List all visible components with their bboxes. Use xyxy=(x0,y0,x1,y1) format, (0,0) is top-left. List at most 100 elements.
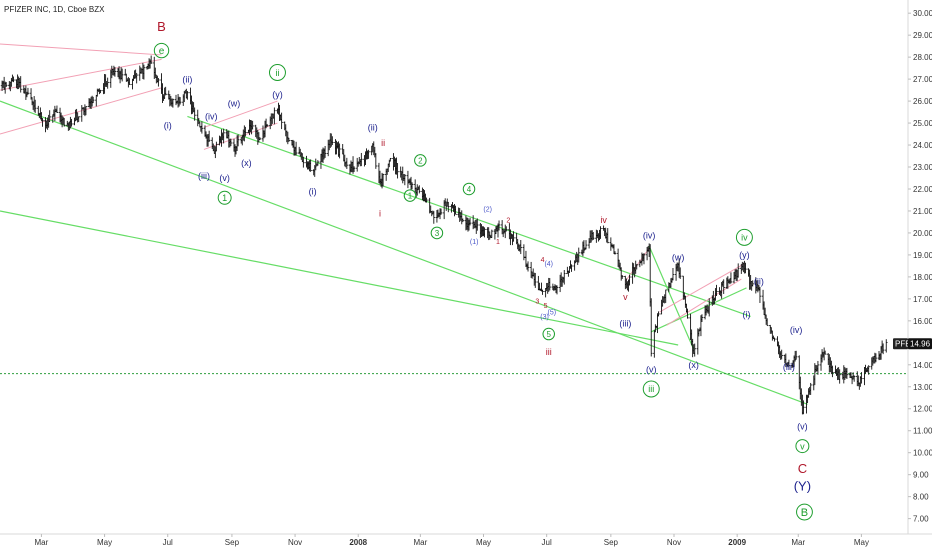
wave-text: (i) xyxy=(309,186,317,196)
y-tick-label: 12.00 xyxy=(913,405,932,414)
ohlc-bar xyxy=(512,231,515,242)
y-tick-label: 26.00 xyxy=(913,97,932,106)
ohlc-bar xyxy=(360,152,363,167)
wave-circle xyxy=(542,327,555,341)
wave-text: 2 xyxy=(418,156,423,165)
ohlc-bar xyxy=(642,253,646,265)
wave-text: e xyxy=(159,46,165,57)
ohlc-bar xyxy=(562,270,566,285)
wave-text: (5) xyxy=(548,310,557,317)
wave-text: (i) xyxy=(164,120,172,130)
ohlc-bar xyxy=(816,360,820,375)
ohlc-bar xyxy=(461,218,465,223)
wave-label: i xyxy=(379,208,381,218)
wave-circle xyxy=(796,503,813,521)
ticker-tag-background xyxy=(893,338,908,350)
x-tick-label: May xyxy=(854,538,869,547)
y-tick-label: 10.00 xyxy=(913,449,932,458)
chart-title: PFIZER INC, 1D, Cboe BZX xyxy=(4,5,105,14)
pink-trendline xyxy=(0,58,162,91)
wave-circle xyxy=(268,64,286,81)
x-tick-label: Sep xyxy=(225,538,240,547)
ohlc-bar xyxy=(447,201,450,213)
x-tick-label: May xyxy=(476,538,491,547)
ohlc-bar xyxy=(178,97,182,105)
ohlc-bar xyxy=(396,163,399,179)
wave-text: (iv) xyxy=(790,325,803,335)
wave-label: (w) xyxy=(672,252,685,262)
pink-trendline xyxy=(666,278,742,326)
wave-text: (Y) xyxy=(794,478,811,493)
ohlc-bar xyxy=(852,375,856,382)
wave-label: (ii) xyxy=(182,74,192,84)
wave-label: (iv) xyxy=(643,230,656,240)
ohlc-bar xyxy=(62,117,66,127)
wave-text: (iv) xyxy=(205,112,218,122)
ohlc-bar xyxy=(475,218,479,231)
ohlc-bar xyxy=(823,350,827,355)
ohlc-bar xyxy=(591,232,595,240)
wave-label: 3 xyxy=(535,299,539,306)
wave-text: (1) xyxy=(470,239,479,246)
ohlc-bar xyxy=(678,267,682,279)
pink-trendline xyxy=(0,87,162,135)
wave-annotations: Be (ii) (i) ii (w) (y) (iv) (x) (iii) (v) 1 (i) (ii)… xyxy=(153,19,813,521)
y-axis[interactable]: 30.00 29.00 28.00 27.00 26.00 25.00 24.00 23.00… xyxy=(908,9,932,524)
wave-label: (ii) xyxy=(754,277,764,287)
pink-trendline xyxy=(203,100,278,128)
wave-text: 3 xyxy=(535,299,539,306)
wave-label: (iii) xyxy=(783,362,795,372)
ohlc-bar xyxy=(106,77,109,89)
wave-text: (w) xyxy=(672,252,685,262)
x-axis[interactable]: Mar May Jul Sep Nov 2008 Mar May Jul Sep Nov 2009 Ma… xyxy=(35,534,869,547)
ohlc-bar xyxy=(693,343,697,357)
ohlc-bar xyxy=(70,118,73,127)
ohlc-bar xyxy=(244,126,247,137)
wave-text: v xyxy=(623,292,628,302)
x-tick-label: Jul xyxy=(163,538,173,547)
wave-text: (y) xyxy=(739,250,750,260)
x-tick-label: 2008 xyxy=(349,538,367,547)
wave-text: i xyxy=(379,208,381,218)
wave-label: iv xyxy=(600,215,607,225)
wave-circle xyxy=(414,154,427,167)
wave-text: 4 xyxy=(541,257,545,264)
ohlc-bar xyxy=(55,105,59,113)
ohlc-bar xyxy=(142,64,146,80)
wave-text: ii xyxy=(275,68,279,78)
wave-text: (w) xyxy=(228,99,241,109)
x-tick-label: Sep xyxy=(604,538,619,547)
y-tick-label: 23.00 xyxy=(913,163,932,172)
y-tick-label: 7.00 xyxy=(913,515,929,524)
wave-label: 4 xyxy=(541,257,545,264)
wave-label: (v) xyxy=(797,422,808,432)
ohlc-bar xyxy=(215,141,218,152)
y-tick-label: 19.00 xyxy=(913,251,932,260)
ohlc-bar xyxy=(418,185,421,194)
ohlc-bar xyxy=(439,208,443,215)
ohlc-bar xyxy=(584,240,588,250)
wave-label: (ii) xyxy=(368,123,378,133)
x-tick-label: 2009 xyxy=(728,538,746,547)
ohlc-bar xyxy=(91,96,95,104)
ohlc-bar xyxy=(860,372,863,384)
trendlines xyxy=(0,43,808,405)
y-tick-label: 29.00 xyxy=(913,31,932,40)
ohlc-bar xyxy=(802,400,805,415)
wave-text: 5 xyxy=(547,330,552,339)
y-tick-label: 28.00 xyxy=(913,53,932,62)
wave-label: iv xyxy=(735,228,753,246)
ohlc-bar xyxy=(664,289,668,303)
ohlc-bar xyxy=(128,78,131,85)
wave-label: (v) xyxy=(646,364,657,374)
ohlc-bar xyxy=(84,106,88,116)
ohlc-bar xyxy=(620,275,624,279)
wave-text: (v) xyxy=(219,173,230,183)
wave-text: (v) xyxy=(646,364,657,374)
ohlc-bar xyxy=(831,365,834,378)
green-trendline xyxy=(187,115,751,318)
ohlc-bar xyxy=(280,112,283,130)
ohlc-bar xyxy=(294,141,298,156)
wave-circle xyxy=(795,439,810,454)
